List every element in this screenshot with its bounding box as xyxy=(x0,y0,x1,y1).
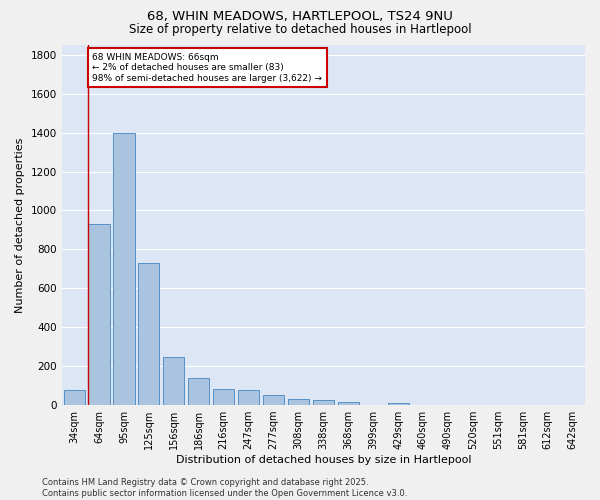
Bar xyxy=(288,399,309,405)
Text: Size of property relative to detached houses in Hartlepool: Size of property relative to detached ho… xyxy=(128,22,472,36)
Bar xyxy=(313,400,334,405)
Bar xyxy=(113,132,134,405)
Bar xyxy=(64,390,85,405)
Bar xyxy=(163,358,184,405)
Bar xyxy=(188,378,209,405)
Y-axis label: Number of detached properties: Number of detached properties xyxy=(15,138,25,312)
Bar xyxy=(238,390,259,405)
Bar xyxy=(88,224,110,405)
X-axis label: Distribution of detached houses by size in Hartlepool: Distribution of detached houses by size … xyxy=(176,455,471,465)
Bar xyxy=(338,402,359,405)
Bar xyxy=(213,388,234,405)
Bar xyxy=(138,263,160,405)
Bar xyxy=(263,396,284,405)
Bar xyxy=(388,403,409,405)
Text: 68 WHIN MEADOWS: 66sqm
← 2% of detached houses are smaller (83)
98% of semi-deta: 68 WHIN MEADOWS: 66sqm ← 2% of detached … xyxy=(92,53,322,82)
Text: 68, WHIN MEADOWS, HARTLEPOOL, TS24 9NU: 68, WHIN MEADOWS, HARTLEPOOL, TS24 9NU xyxy=(147,10,453,23)
Text: Contains HM Land Registry data © Crown copyright and database right 2025.
Contai: Contains HM Land Registry data © Crown c… xyxy=(42,478,407,498)
